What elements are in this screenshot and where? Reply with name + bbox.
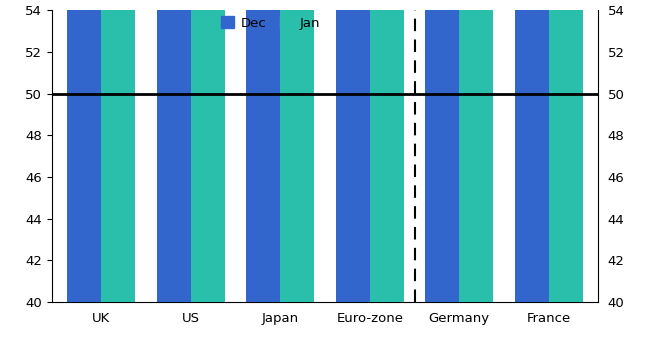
Bar [101,0,135,302]
Bar [515,0,549,302]
Bar [549,0,583,302]
Bar [280,0,314,302]
Bar [460,0,493,302]
Bar [370,0,404,302]
Bar [157,0,190,302]
Bar [190,0,225,302]
Legend: Dec, Jan: Dec, Jan [216,11,325,35]
Bar [246,0,280,302]
Bar [67,0,101,302]
Bar [336,0,370,302]
Bar [425,0,460,302]
